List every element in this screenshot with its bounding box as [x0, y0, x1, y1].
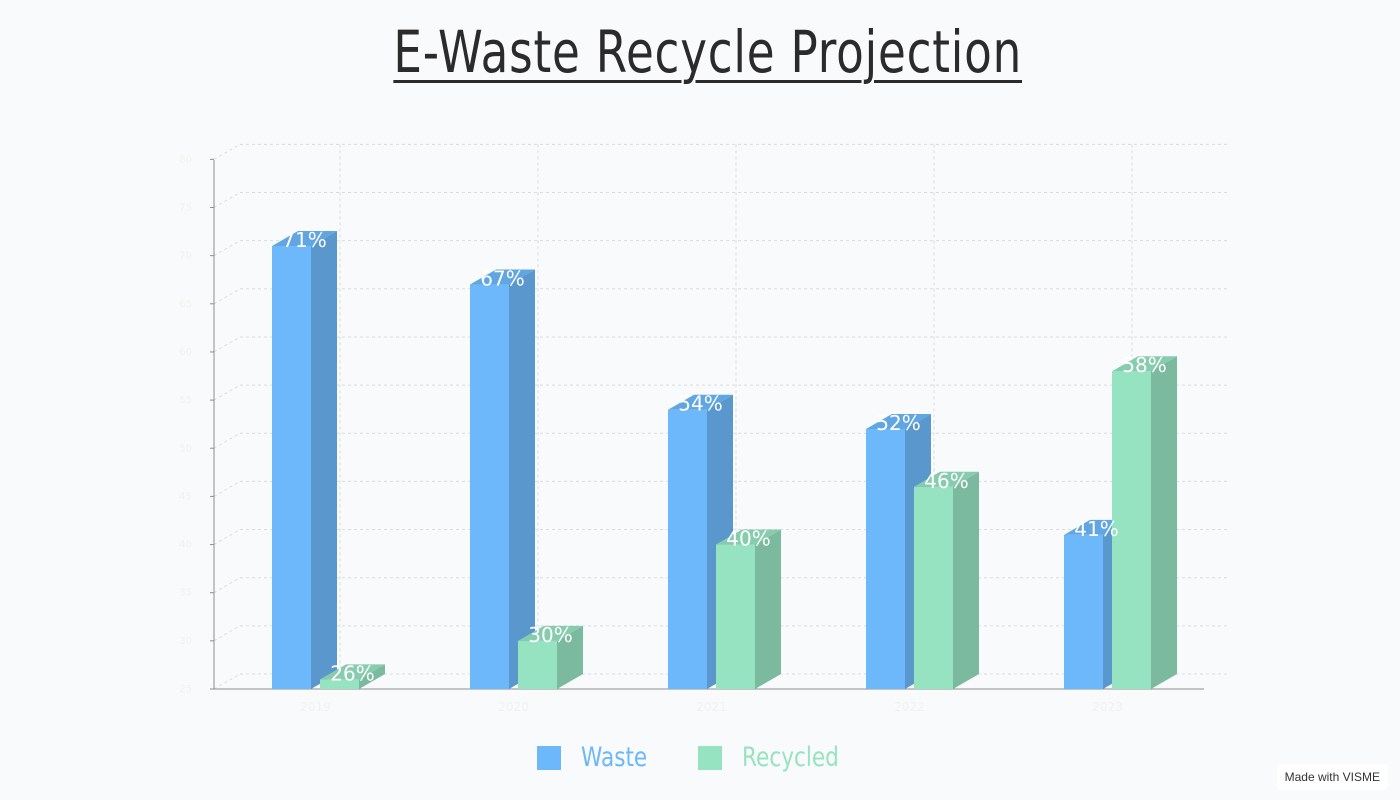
gridline-depth: [213, 288, 241, 305]
bar-waste-2019: [272, 231, 337, 689]
value-label: 30%: [528, 623, 572, 647]
gridline-depth: [213, 480, 241, 497]
y-tick-label: 65: [179, 299, 192, 310]
legend-swatch-recycled: [697, 745, 722, 770]
bar-front: [914, 486, 953, 689]
bar-top: [914, 471, 979, 487]
bar-front: [716, 544, 755, 689]
y-tick-label: 70: [179, 251, 192, 262]
y-tick-label: 75: [179, 203, 192, 214]
value-label: 26%: [330, 661, 374, 685]
bar-top: [272, 231, 337, 247]
chart-title: E-Waste Recycle Projection: [393, 18, 1023, 86]
legend-item-recycled[interactable]: Recycled: [697, 742, 863, 773]
bar-recycled-2022: [914, 471, 979, 689]
gridline-depth: [213, 192, 241, 208]
x-tick-label: 2021: [696, 700, 727, 714]
y-tick-label: 30: [179, 636, 192, 647]
bar-waste-2020: [470, 269, 535, 689]
y-tick-label: 55: [179, 395, 192, 406]
bar-front: [1064, 534, 1103, 689]
bar-recycled-2020: [518, 625, 583, 689]
bar-side: [509, 269, 535, 689]
bar-recycled-2023: [1112, 356, 1177, 689]
gridline-depth: [213, 143, 241, 160]
gridline-depth: [213, 384, 241, 401]
bar-front: [1112, 371, 1151, 689]
value-label: 54%: [678, 392, 722, 416]
bar-front: [668, 409, 707, 689]
bar-front: [866, 428, 905, 689]
bar-front: [470, 284, 509, 689]
y-tick-label: 60: [179, 347, 192, 358]
bar-side: [755, 529, 781, 689]
legend-label-waste: Waste: [581, 742, 648, 773]
x-tick-label: 2023: [1092, 700, 1123, 714]
legend: Waste Recycled: [0, 742, 1400, 773]
value-label: 41%: [1074, 517, 1118, 541]
labels-layer: 71% 26% 67% 30% 54% 40% 52% 46% 41% 58%: [282, 228, 1166, 685]
bar-top: [866, 413, 931, 429]
made-with-badge[interactable]: Made with VISME: [1276, 764, 1388, 790]
axis-layer: 25 30 35 40 45 50 55 60 65 70 75 80 2019 2020 2021 2022…: [179, 154, 1204, 714]
bar-recycled-2021: [716, 529, 781, 689]
gridline-depth: [213, 625, 241, 642]
bar-front: [320, 679, 359, 689]
y-tick-label: 80: [179, 154, 192, 165]
bar-side: [1151, 356, 1177, 689]
value-label: 46%: [924, 469, 968, 493]
bar-recycled-2019: [320, 664, 385, 689]
bars-layer: [272, 231, 1177, 689]
bar-top: [716, 529, 781, 545]
bar-top: [320, 664, 385, 680]
y-tick-label: 45: [179, 491, 192, 502]
bar-side: [311, 231, 337, 689]
gridline-depth: [213, 336, 241, 353]
bar-top: [470, 269, 535, 285]
bar-top: [1112, 356, 1177, 372]
value-label: 71%: [282, 228, 326, 252]
bar-top: [668, 394, 733, 410]
gridline-depth: [213, 240, 241, 257]
gridline-depth: [213, 673, 241, 690]
bar-side: [953, 471, 979, 689]
y-tick-label: 40: [179, 540, 192, 551]
bar-front: [272, 246, 311, 689]
value-label: 58%: [1122, 353, 1166, 377]
bar-front: [518, 640, 557, 689]
y-tick-label: 50: [179, 443, 192, 454]
x-tick-label: 2022: [894, 700, 925, 714]
value-label: 40%: [726, 527, 770, 551]
value-label: 67%: [480, 267, 524, 291]
value-label: 52%: [876, 411, 920, 435]
x-tick-label: 2019: [300, 700, 331, 714]
bar-side: [359, 664, 385, 689]
bar-top: [518, 625, 583, 641]
legend-item-waste[interactable]: Waste: [537, 742, 664, 773]
y-tick-label: 35: [179, 588, 192, 599]
legend-label-recycled: Recycled: [741, 742, 839, 773]
gridline-depth: [213, 577, 241, 594]
gridline-depth: [213, 529, 241, 545]
bar-side: [557, 625, 583, 689]
x-tick-label: 2020: [498, 700, 529, 714]
legend-swatch-waste: [537, 745, 562, 770]
y-tick-label: 25: [179, 684, 192, 695]
gridline-depth: [213, 432, 241, 449]
